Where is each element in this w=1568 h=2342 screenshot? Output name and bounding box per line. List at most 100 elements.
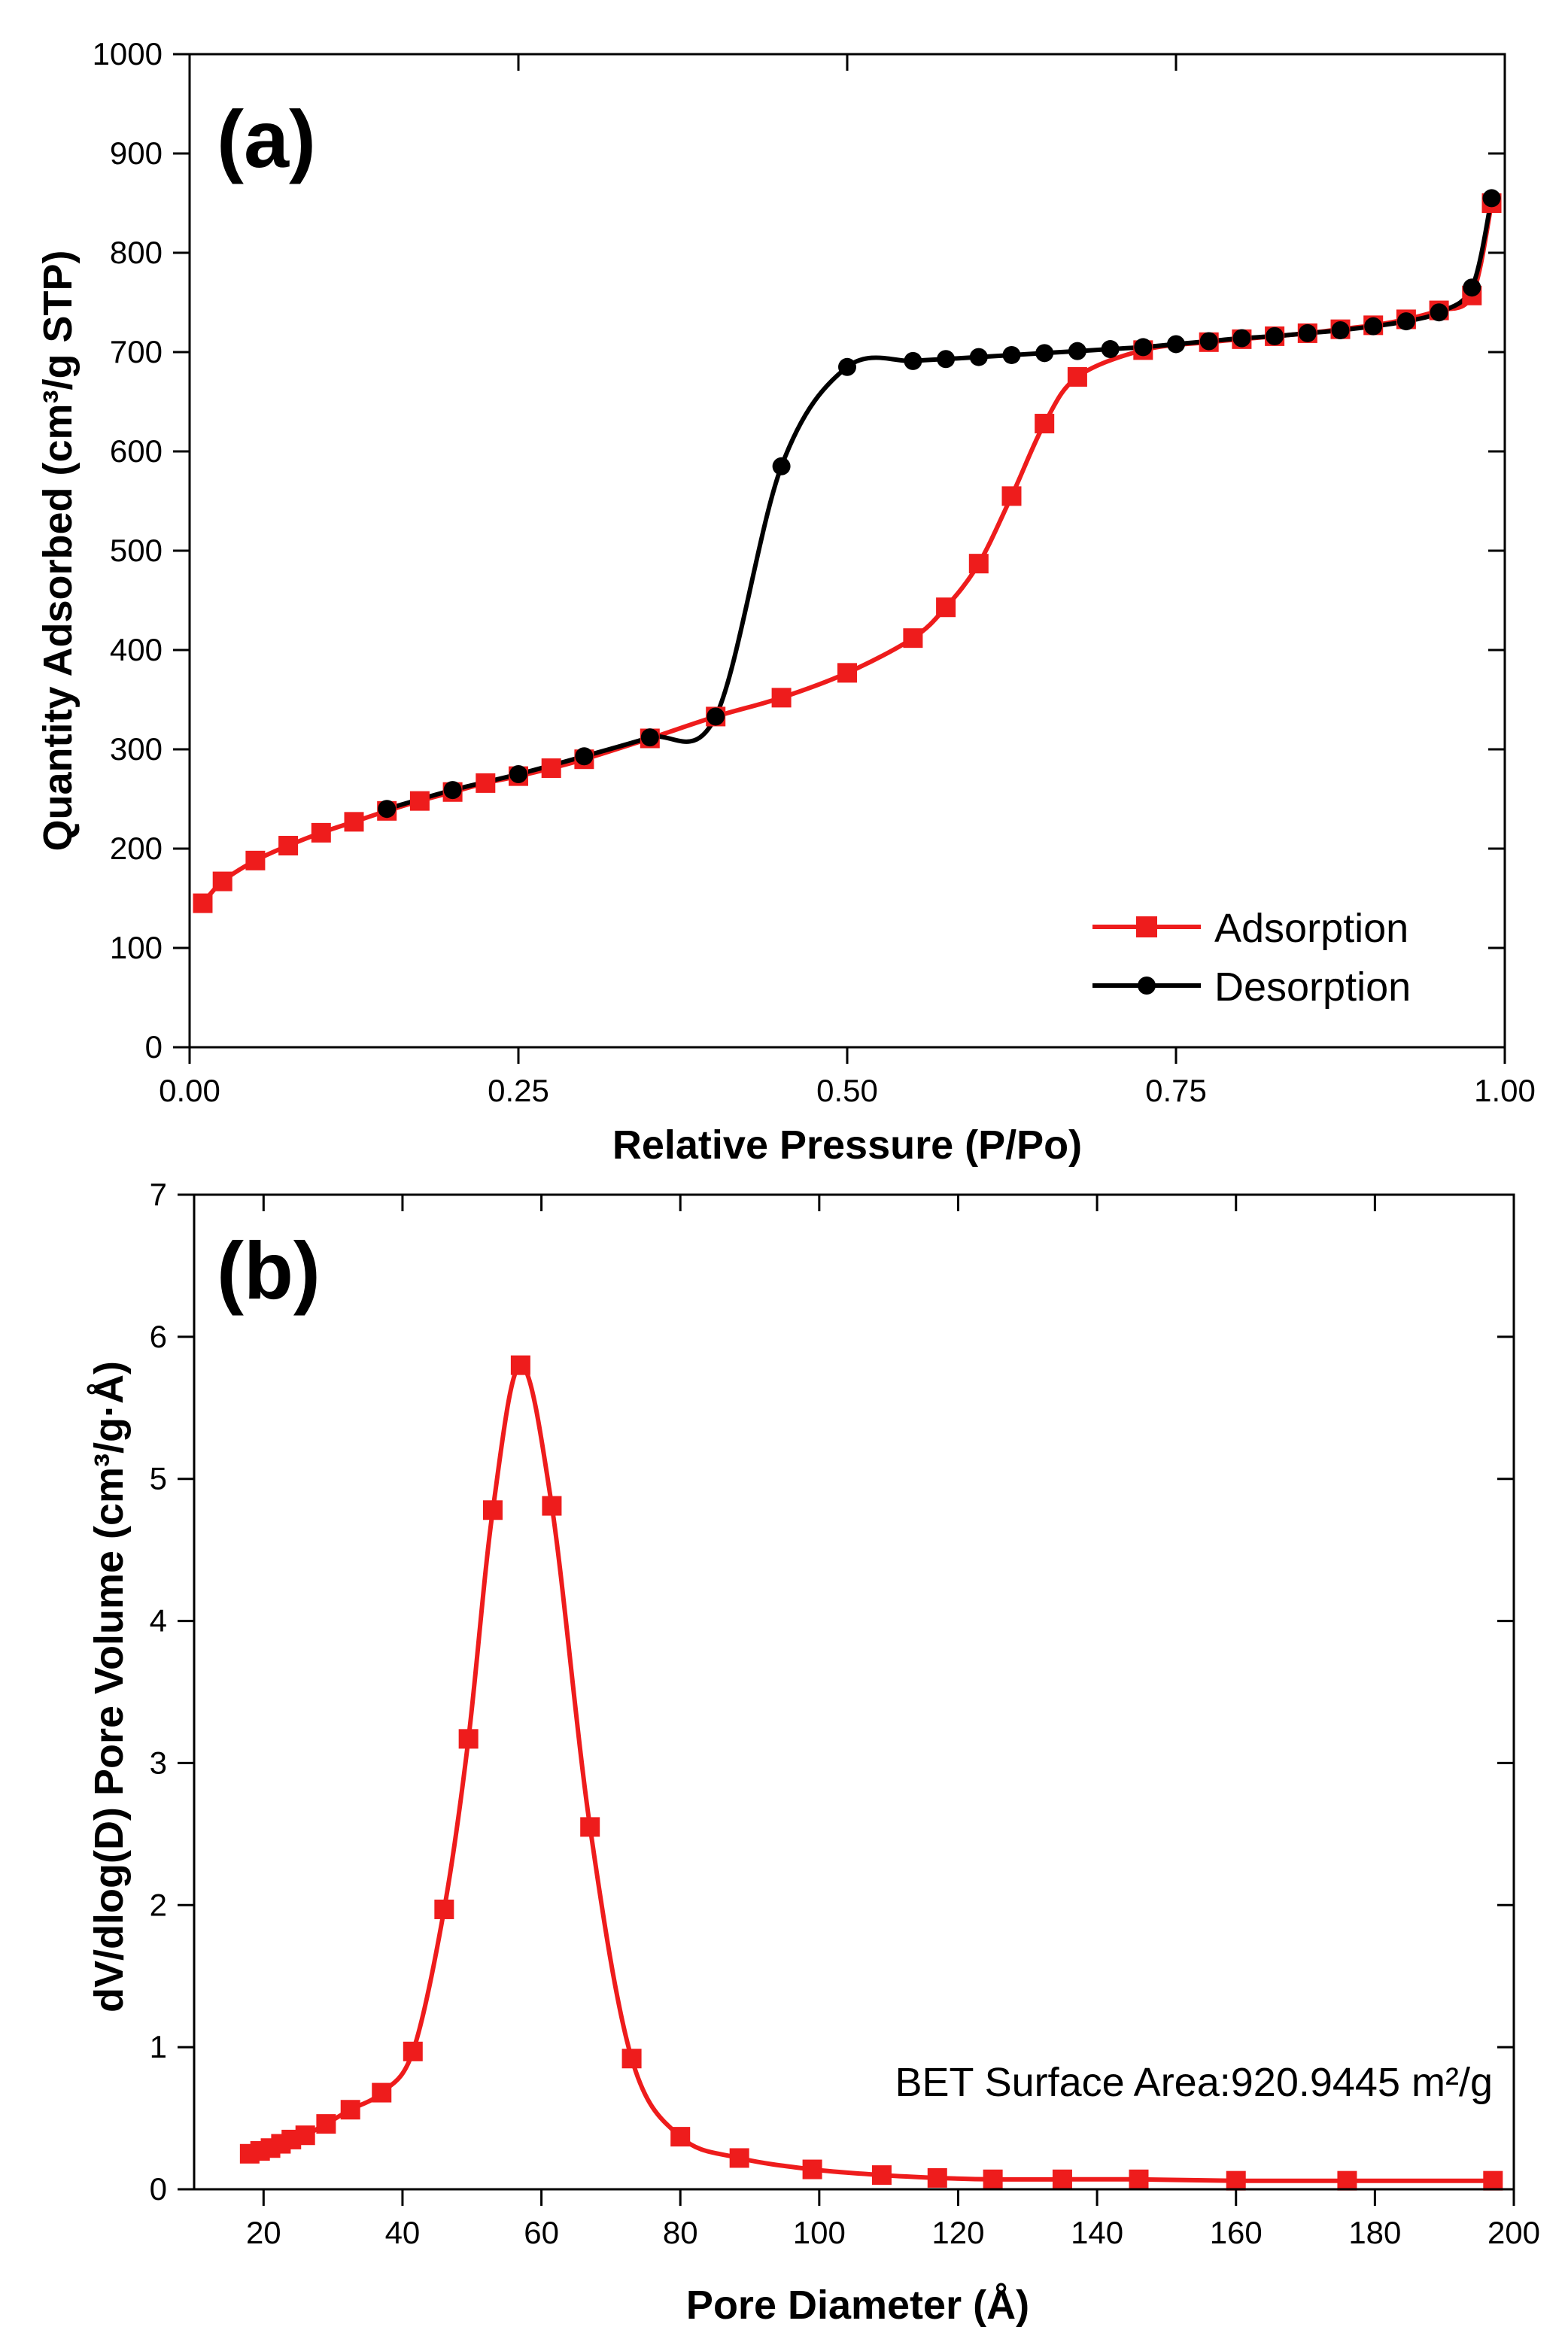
panel-a-series-0-point: [344, 812, 364, 832]
panel-b-series-0-point: [1483, 2170, 1503, 2191]
panel-a-series-1-point: [1298, 324, 1317, 342]
panel-b-series-0-point: [871, 2165, 892, 2186]
panel-a-series-0-point: [903, 628, 923, 649]
panel-a-series-1-point: [1101, 340, 1120, 359]
panel-a-y-tick-label: 100: [110, 930, 163, 965]
panel-a-y-tick-label: 600: [110, 433, 163, 469]
panel-a-series-0-point: [1035, 414, 1055, 434]
panel-b-series-0-point: [403, 2041, 423, 2061]
panel-a-y-tick-label: 1000: [93, 36, 163, 71]
panel-b-x-tick-label: 120: [931, 2215, 984, 2250]
legend-adsorption-marker: [1136, 916, 1157, 937]
panel-a-markers: [193, 189, 1502, 913]
panel-b-y-axis-title: dV/dlog(D) Pore Volume (cm³/g·Å): [87, 1361, 132, 2012]
panel-a-letter: (a): [217, 93, 316, 184]
legend-adsorption-label: Adsorption: [1214, 906, 1408, 951]
panel-a-frame: [188, 53, 1506, 1049]
panel-b-x-tick-label: 140: [1071, 2215, 1123, 2250]
panel-b-series-0-point: [372, 2082, 392, 2103]
panel-b-x-tick-label: 180: [1348, 2215, 1401, 2250]
panel-a-x-tick-label: 0.25: [488, 1073, 549, 1108]
panel-a-series-0-point: [278, 836, 299, 856]
panel-a-series-0-line: [201, 202, 1494, 905]
panel-a-series-0-point: [541, 758, 561, 779]
panel-b-x-tick-label: 60: [524, 2215, 559, 2250]
panel-a-series-1-point: [838, 357, 856, 376]
panel-a-series-1-point: [1199, 332, 1218, 351]
panel-b-x-tick-label: 80: [663, 2215, 698, 2250]
legend-desorption-marker: [1138, 977, 1156, 995]
panel-a-x-tick-label: 0.00: [159, 1073, 220, 1108]
bet-surface-area-annotation: BET Surface Area:920.9445 m²/g: [895, 2060, 1493, 2105]
panel-b-series-0-point: [729, 2148, 749, 2168]
panel-a-series-0-point: [311, 822, 331, 843]
panel-a-series-0-point: [837, 663, 857, 683]
panel-b-series-0-point: [316, 2114, 336, 2134]
panel-a-series-1-point: [1266, 327, 1284, 345]
panel-a-series-1-point: [1134, 338, 1153, 357]
panel-b-x-tick-label: 40: [385, 2215, 421, 2250]
panel-b-series-0-point: [802, 2159, 822, 2179]
panel-a-series-0-point: [409, 791, 430, 811]
panel-b-y-tick-label: 4: [150, 1603, 167, 1639]
panel-a-series-1-point: [509, 765, 527, 783]
panel-a-series-0-point: [1067, 367, 1087, 387]
panel-a-series-0-point: [968, 554, 989, 574]
panel-a-series-1-point: [937, 350, 956, 369]
panel-a-series-0-point: [476, 773, 496, 793]
panel-a-isotherm-chart: 0.00 0.25 0.50 0.75 1.00 0 100 200 300 400 500 600 7…: [35, 36, 1536, 1168]
panel-a-series-1-point: [1396, 312, 1415, 331]
panel-a-y-tick-label: 800: [110, 235, 163, 270]
panel-b-series-0-point: [1226, 2170, 1246, 2191]
panel-b-y-tick-label: 1: [150, 2029, 167, 2064]
panel-a-ticks: 0.00 0.25 0.50 0.75 1.00 0 100 200 300 400 500 600 7…: [93, 36, 1536, 1108]
panel-b-series-0-point: [621, 2049, 642, 2069]
panel-b-series-0-point: [482, 1500, 503, 1520]
panel-a-series-1-point: [443, 781, 462, 800]
panel-b-series-0-point: [510, 1355, 530, 1375]
panel-a-legend: Adsorption Desorption: [1092, 906, 1411, 1010]
panel-b-series-0-point: [542, 1496, 562, 1516]
panel-a-series-1-point: [378, 800, 397, 819]
panel-a-series-1-point: [1331, 320, 1350, 339]
panel-a-series-1-point: [1482, 189, 1501, 208]
panel-b-x-tick-label: 160: [1210, 2215, 1263, 2250]
panel-a-series-1-point: [1167, 335, 1185, 354]
panel-b-series-0-point: [1337, 2170, 1357, 2191]
panel-b-series-0-point: [340, 2100, 360, 2120]
panel-a-series-1-point: [772, 457, 791, 475]
panel-b-series-0-point: [983, 2169, 1003, 2189]
panel-b-x-tick-label: 100: [793, 2215, 846, 2250]
panel-a-series-1-point: [1463, 278, 1481, 297]
panel-a-series-1-point: [904, 351, 922, 370]
panel-a-series-0-point: [245, 850, 266, 870]
panel-a-series-1-point: [575, 747, 594, 766]
panel-b-series-0-point: [927, 2167, 947, 2188]
panel-a-series-0-point: [1001, 486, 1022, 506]
panel-a-series-1-point: [1232, 329, 1251, 348]
panel-b-y-tick-label: 2: [150, 1887, 167, 1922]
panel-a-x-axis-title: Relative Pressure (P/Po): [612, 1122, 1082, 1168]
panel-b-series-0-line: [249, 1362, 1494, 2183]
panel-a-series-1-point: [707, 707, 725, 726]
panel-b-series-0-point: [1052, 2169, 1072, 2189]
panel-a-series-1-point: [1364, 317, 1383, 336]
panel-a-x-tick-label: 0.50: [816, 1073, 878, 1108]
panel-a-series-1-point: [969, 348, 988, 366]
panel-b-x-tick-label: 200: [1487, 2215, 1540, 2250]
panel-a-y-axis-title: Quantity Adsorbed (cm³/g STP): [35, 250, 81, 851]
panel-b-y-tick-label: 5: [150, 1461, 167, 1496]
panel-a-series-1-point: [1035, 344, 1054, 363]
panel-b-letter: (b): [217, 1225, 321, 1316]
panel-a-x-tick-label: 1.00: [1474, 1073, 1536, 1108]
panel-a-curves: [201, 197, 1494, 905]
panel-b-curves: [249, 1362, 1494, 2183]
panel-b-y-tick-label: 3: [150, 1745, 167, 1780]
panel-a-y-tick-label: 500: [110, 533, 163, 568]
panel-a-y-tick-label: 900: [110, 135, 163, 171]
panel-b-ticks: 20 40 60 80 100 120 140 160 180 200 0 1 2 3 4 5 6 7: [150, 1177, 1540, 2250]
panel-b-series-0-point: [580, 1817, 600, 1837]
panel-a-series-1-line: [386, 197, 1494, 812]
panel-a-y-tick-label: 300: [110, 731, 163, 767]
